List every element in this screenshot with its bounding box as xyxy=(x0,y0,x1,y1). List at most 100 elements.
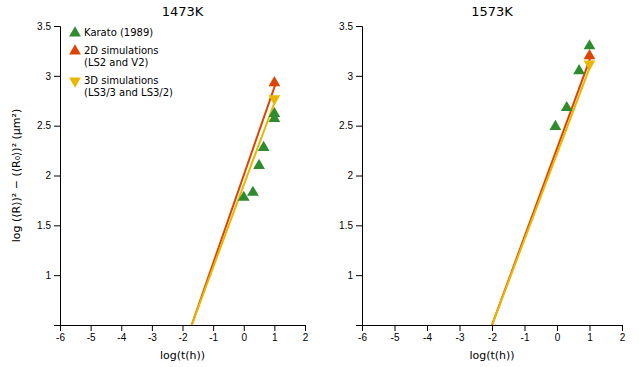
title: 1573K xyxy=(471,4,513,19)
point xyxy=(561,101,573,111)
legend-label-line: Karato (1989) xyxy=(84,27,153,38)
y-tick-label: 2 xyxy=(347,170,353,181)
point xyxy=(573,64,585,74)
x-tick-mark xyxy=(244,325,245,331)
x-tick: -2 xyxy=(179,325,188,343)
y-tick: 3.5 xyxy=(37,21,60,32)
legend-entry: 3D simulations(LS3/3 and LS3/2) xyxy=(69,75,173,98)
x-tick-label: 1 xyxy=(272,332,278,343)
plot-area xyxy=(192,76,281,325)
x-tick: -6 xyxy=(358,325,367,343)
y-tick-label: 3 xyxy=(347,71,353,82)
line xyxy=(492,56,591,325)
y-tick-mark xyxy=(356,275,362,276)
x-axis-label: log(t(h)) xyxy=(160,349,205,362)
y-tick: 3 xyxy=(347,71,362,82)
x-tick-label: -6 xyxy=(358,332,367,343)
legend-label-line: 2D simulations xyxy=(84,45,159,56)
y-tick: 1.5 xyxy=(37,220,60,231)
y-tick-label: 3.5 xyxy=(37,21,51,32)
point xyxy=(584,60,596,70)
x-tick-label: -2 xyxy=(179,332,188,343)
x-tick-mark xyxy=(622,325,623,331)
y-axis: 1 1.5 2 2.5 3 3.5 xyxy=(37,21,60,326)
x-tick-mark xyxy=(395,325,396,331)
y-tick-label: 1 xyxy=(347,270,353,281)
x-tick: -1 xyxy=(209,325,218,343)
y-tick: 2 xyxy=(45,170,60,181)
legend-label-line: (LS2 and V2) xyxy=(84,57,149,68)
x-tick-mark xyxy=(152,325,153,331)
point xyxy=(549,120,561,130)
x-tick: 0 xyxy=(241,325,247,343)
y-tick-mark xyxy=(54,275,60,276)
y-axis-label: log (⟨R⟩)² − (⟨R₀⟩)² (μm²) xyxy=(10,109,23,243)
x-tick-label: -3 xyxy=(148,332,157,343)
legend-label-line: (LS3/3 and LS3/2) xyxy=(84,87,173,98)
point xyxy=(247,186,259,196)
x-tick: 0 xyxy=(555,325,561,343)
point xyxy=(268,95,280,105)
x-tick-mark xyxy=(305,325,306,331)
point xyxy=(584,49,596,59)
y-tick: 2 xyxy=(347,170,362,181)
x-tick-label: -2 xyxy=(488,332,497,343)
x-tick: 2 xyxy=(620,325,626,343)
x-tick-label: 2 xyxy=(303,332,309,343)
legend-label: 3D simulations(LS3/3 and LS3/2) xyxy=(84,75,173,98)
x-tick-label: 0 xyxy=(555,332,561,343)
y-tick-label: 3.5 xyxy=(339,21,353,32)
x-tick-mark xyxy=(213,325,214,331)
y-tick-mark xyxy=(54,126,60,127)
x-tick: -4 xyxy=(423,325,432,343)
x-tick-mark xyxy=(590,325,591,331)
x-tick: 2 xyxy=(303,325,309,343)
x-tick-label: 0 xyxy=(241,332,247,343)
y-tick: 3 xyxy=(45,71,60,82)
legend-label: 2D simulations(LS2 and V2) xyxy=(84,45,159,68)
x-tick-label: -1 xyxy=(521,332,530,343)
y-tick-mark xyxy=(54,176,60,177)
legend-symbol xyxy=(69,26,81,36)
x-tick-label: -4 xyxy=(423,332,432,343)
legend-label: Karato (1989) xyxy=(84,27,153,38)
x-axis: -6 -5 -4 -3 -2 -1 0 1 2 xyxy=(56,325,309,343)
panel: -6-5-4-3-2-101211.522.533.51473Klog(t(h)… xyxy=(10,4,309,362)
plot-area xyxy=(492,39,595,325)
legend-symbol xyxy=(69,44,81,54)
x-tick: -5 xyxy=(391,325,400,343)
x-tick-label: 1 xyxy=(587,332,593,343)
x-tick: -5 xyxy=(87,325,96,343)
x-tick-mark xyxy=(525,325,526,331)
x-tick-mark xyxy=(460,325,461,331)
x-tick: 1 xyxy=(272,325,278,343)
legend-entry: 2D simulations(LS2 and V2) xyxy=(69,44,158,68)
axis-line xyxy=(356,27,363,326)
axis-line xyxy=(61,326,306,332)
x-tick-label: -6 xyxy=(56,332,65,343)
y-tick-label: 1 xyxy=(45,270,51,281)
line xyxy=(492,64,591,325)
y-tick-mark xyxy=(54,76,60,77)
x-tick: -4 xyxy=(117,325,126,343)
x-tick-label: -5 xyxy=(87,332,96,343)
y-axis: 11.522.533.5 xyxy=(339,21,362,326)
x-tick-label: -1 xyxy=(209,332,218,343)
point xyxy=(268,107,280,117)
y-tick-label: 2.5 xyxy=(37,120,51,131)
y-tick-mark xyxy=(356,76,362,77)
y-tick: 2.5 xyxy=(37,120,60,131)
point xyxy=(584,39,596,49)
legend: Karato (1989) 2D simulations(LS2 and V2) 3… xyxy=(69,26,173,98)
x-tick-label: -4 xyxy=(117,332,126,343)
x-tick-label: -3 xyxy=(456,332,465,343)
x-axis: -6 -5 -4 -3 -2 -1 0 1 2 xyxy=(358,325,626,343)
panel: -6-5-4-3-2-101211.522.533.51573Klog(t(h)… xyxy=(339,4,626,362)
legend-label-line: 3D simulations xyxy=(84,75,159,86)
x-tick: -2 xyxy=(488,325,497,343)
point xyxy=(268,76,280,86)
axis-line xyxy=(54,27,61,326)
point xyxy=(253,159,265,169)
y-tick-label: 3 xyxy=(45,71,51,82)
x-tick-mark xyxy=(121,325,122,331)
